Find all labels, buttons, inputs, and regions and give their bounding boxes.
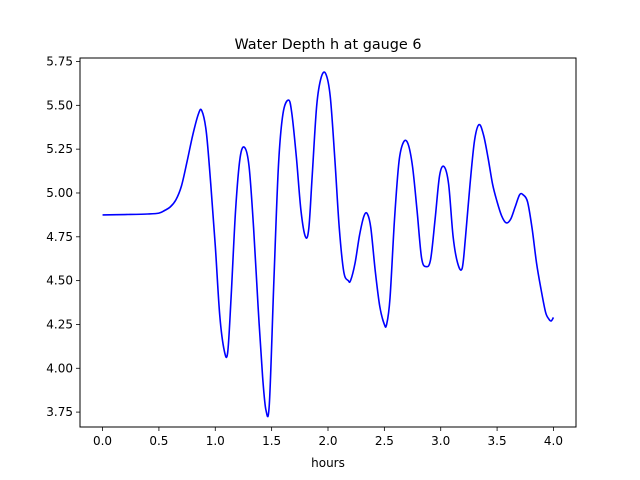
x-tick-label: 4.0 (544, 434, 563, 448)
x-tick-label: 0.0 (93, 434, 112, 448)
y-tick-label: 5.00 (46, 186, 73, 200)
x-tick-label: 2.5 (375, 434, 394, 448)
y-tick-label: 5.75 (46, 55, 73, 69)
x-axis: 0.0 0.5 1.0 1.5 2.0 2.5 3.0 3.5 4.0 (93, 427, 563, 448)
plot-background (80, 58, 576, 427)
x-tick-label: 3.0 (431, 434, 450, 448)
y-tick-label: 4.75 (46, 230, 73, 244)
x-tick-label: 3.5 (488, 434, 507, 448)
y-tick-label: 3.75 (46, 405, 73, 419)
y-axis: 3.75 4.00 4.25 4.50 4.75 5.00 5.25 5.50 5.75 (46, 55, 80, 419)
x-tick-label: 1.5 (262, 434, 281, 448)
x-tick-label: 1.0 (206, 434, 225, 448)
series-line (102, 71, 555, 418)
x-tick-label: 0.5 (149, 434, 168, 448)
y-tick-label: 4.00 (46, 361, 73, 375)
x-axis-label: hours (311, 456, 345, 470)
y-tick-label: 5.50 (46, 98, 73, 112)
y-tick-label: 4.50 (46, 274, 73, 288)
y-tick-label: 5.25 (46, 142, 73, 156)
series-layer (102, 71, 555, 418)
y-tick-label: 4.25 (46, 317, 73, 331)
x-tick-label: 2.0 (318, 434, 337, 448)
chart-title: Water Depth h at gauge 6 (234, 37, 421, 53)
